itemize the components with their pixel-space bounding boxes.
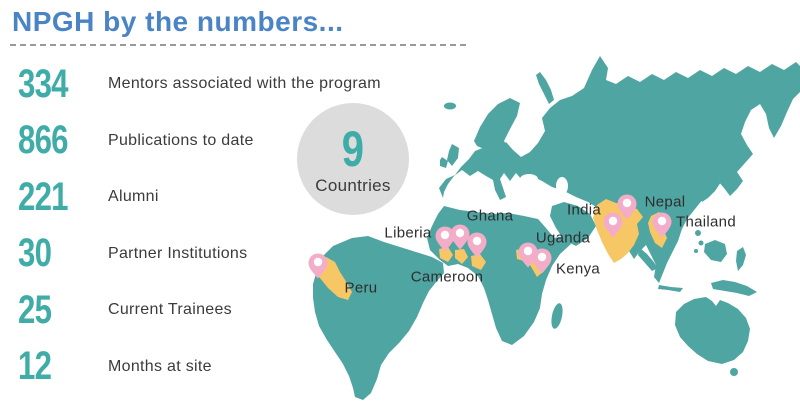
countries-badge: 9 Countries [297,103,409,215]
stat-value: 334 [18,61,69,106]
title-divider [10,44,466,46]
stat-value: 30 [18,231,52,276]
page-title: NPGH by the numbers... [12,6,344,37]
map-pin-india [603,212,623,238]
island-novaya-zemlya [536,72,554,104]
map-pin-ghana [450,224,470,250]
country-cameroon [471,254,486,270]
continent-south-america [313,236,444,400]
map-pin-thailand [652,212,672,238]
island-iceland [444,102,456,110]
island-great-britain [447,144,459,166]
caspian-sea [556,177,568,195]
stats-list: 334 Mentors associated with the program 86… [18,56,418,395]
stat-value: 221 [18,174,69,219]
map-pin-peru [308,253,328,279]
map-pins [308,194,672,279]
stat-value: 866 [18,118,69,163]
island-java [658,285,683,292]
island-borneo [704,240,727,262]
island-sumatra [638,248,658,271]
stat-row: 12 Months at site [18,339,418,396]
map-pin-kenya [532,248,552,274]
continent-australia [675,297,750,364]
region-scandinavia [474,98,520,156]
island-tasmania [730,368,738,376]
stat-row: 866 Publications to date [18,113,418,170]
stat-label: Publications to date [108,131,254,149]
country-liberia [439,247,453,262]
island-new-guinea [711,280,757,296]
island-sakhalin [717,146,726,172]
islands-philippines [695,230,701,236]
stat-label: Partner Institutions [108,244,248,262]
map-pin-uganda [518,242,538,268]
map-pin-cameroon [467,232,487,258]
stat-label: Mentors associated with the program [108,75,381,93]
stat-row: 221 Alumni [18,169,418,226]
black-sea [520,174,538,184]
map-pin-liberia [435,226,455,252]
stat-value: 12 [18,344,52,389]
stat-row: 30 Partner Institutions [18,226,418,283]
country-ghana [455,249,468,264]
stat-value: 25 [18,287,52,332]
islands-philippines [698,240,704,246]
islands-japan [700,178,721,202]
islands-philippines [694,249,698,253]
region-arabia [550,202,596,246]
countries-count: 9 [341,121,365,177]
continent-africa [427,206,571,345]
stat-row: 334 Mentors associated with the program [18,56,418,113]
island-sulawesi [736,247,746,271]
countries-label: Countries [315,176,391,195]
continent-eurasia [439,56,800,283]
island-madagascar [551,303,563,329]
map-pin-nepal [617,194,637,220]
stat-label: Months at site [108,357,212,375]
islands-japan-north [720,171,726,177]
island-ireland [440,157,448,168]
stat-label: Alumni [108,188,159,206]
stat-label: Current Trainees [108,301,232,319]
stat-row: 25 Current Trainees [18,282,418,339]
